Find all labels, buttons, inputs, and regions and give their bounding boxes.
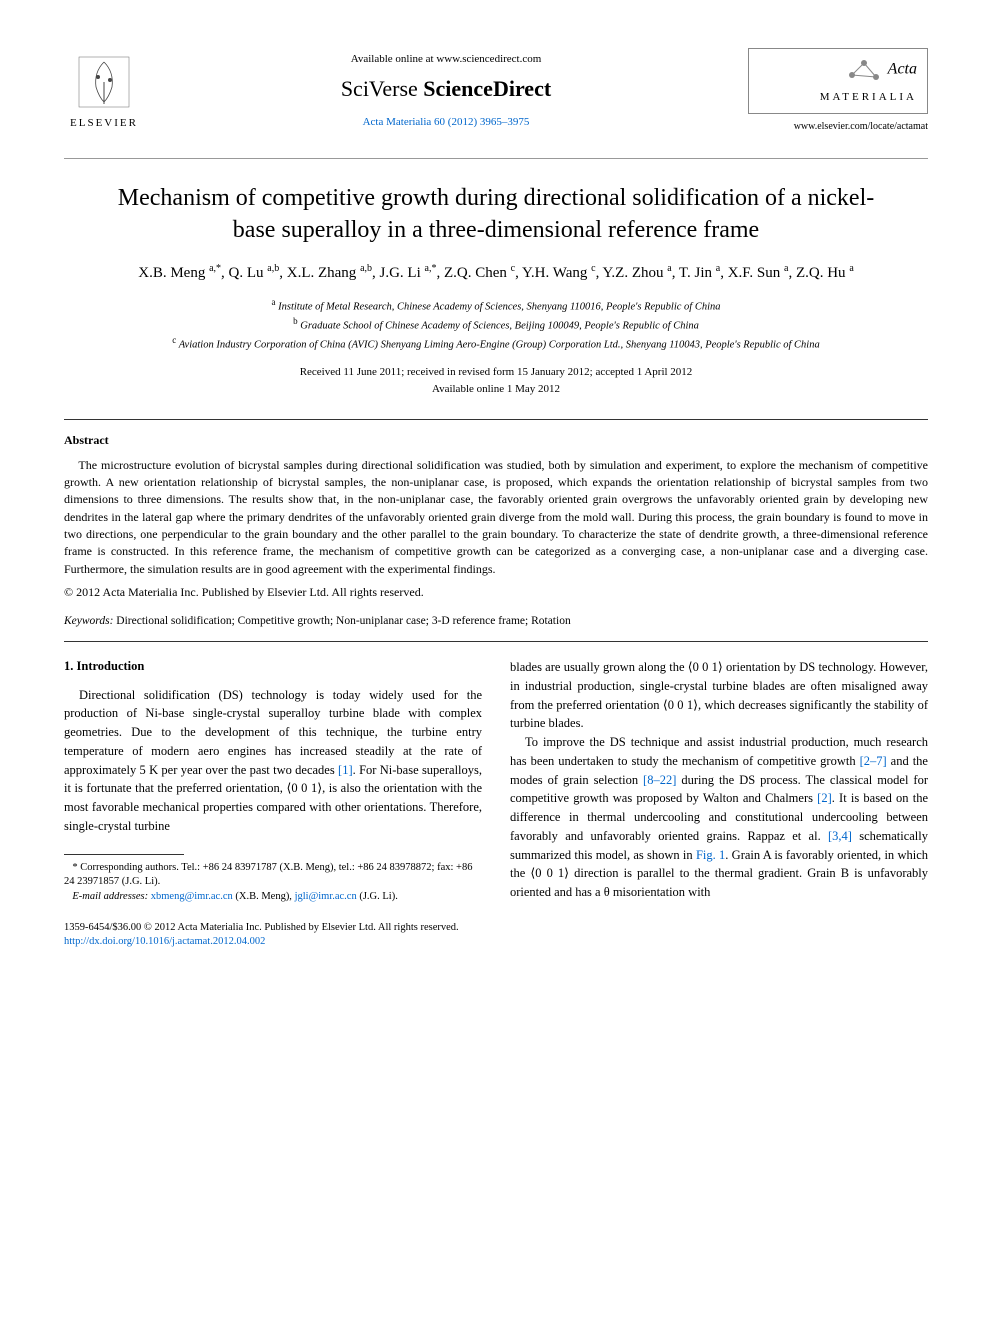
doi-link[interactable]: http://dx.doi.org/10.1016/j.actamat.2012… [64, 935, 928, 950]
online-date: Available online 1 May 2012 [64, 381, 928, 399]
affiliation-c: c Aviation Industry Corporation of China… [64, 334, 928, 353]
scidirect-prefix: SciVerse [341, 76, 423, 101]
email-2[interactable]: jgli@imr.ac.cn [295, 891, 357, 902]
bottom-line1: 1359-6454/$36.00 © 2012 Acta Materialia … [64, 921, 928, 936]
corresponding-author-note: * Corresponding authors. Tel.: +86 24 83… [64, 861, 482, 890]
sciencedirect-logo: SciVerse ScienceDirect [144, 74, 748, 105]
body-columns: 1. Introduction Directional solidificati… [64, 658, 928, 905]
abstract-copyright: © 2012 Acta Materialia Inc. Published by… [64, 584, 928, 601]
elsevier-label: ELSEVIER [64, 116, 144, 131]
acta-materialia-box: Acta MATERIALIA [748, 48, 928, 114]
bottom-copyright: 1359-6454/$36.00 © 2012 Acta Materialia … [64, 921, 928, 950]
elsevier-logo: ELSEVIER [64, 52, 144, 131]
acta-caps: MATERIALIA [820, 91, 917, 103]
affiliation-b: b Graduate School of Chinese Academy of … [64, 315, 928, 334]
affiliation-a: a Institute of Metal Research, Chinese A… [64, 296, 928, 315]
available-online-text: Available online at www.sciencedirect.co… [144, 52, 748, 67]
left-column: 1. Introduction Directional solidificati… [64, 658, 482, 905]
received-date: Received 11 June 2011; received in revis… [64, 364, 928, 382]
elsevier-tree-icon [74, 52, 134, 112]
intro-col2-p2: To improve the DS technique and assist i… [510, 733, 928, 902]
header-row: ELSEVIER Available online at www.science… [64, 48, 928, 134]
email-line: E-mail addresses: xbmeng@imr.ac.cn (X.B.… [64, 890, 482, 905]
abstract-heading: Abstract [64, 432, 928, 449]
abstract-text: The microstructure evolution of bicrysta… [64, 457, 928, 579]
keywords-label: Keywords: [64, 615, 113, 627]
right-column: blades are usually grown along the ⟨0 0 … [510, 658, 928, 905]
journal-logo-block: Acta MATERIALIA www.elsevier.com/locate/… [748, 48, 928, 134]
keywords-line: Keywords: Directional solidification; Co… [64, 613, 928, 629]
email-1[interactable]: xbmeng@imr.ac.cn [151, 891, 233, 902]
paper-title: Mechanism of competitive growth during d… [104, 183, 888, 245]
author-list: X.B. Meng a,*, Q. Lu a,b, X.L. Zhang a,b… [64, 262, 928, 284]
email-label: E-mail addresses: [72, 891, 148, 902]
footnote-separator [64, 854, 184, 855]
email-1-who: (X.B. Meng), [233, 891, 295, 902]
journal-url[interactable]: www.elsevier.com/locate/actamat [748, 120, 928, 134]
affiliations: a Institute of Metal Research, Chinese A… [64, 296, 928, 354]
keywords-text: Directional solidification; Competitive … [113, 615, 570, 627]
header-center: Available online at www.sciencedirect.co… [144, 52, 748, 130]
intro-col1-text: Directional solidification (DS) technolo… [64, 686, 482, 836]
scidirect-main: ScienceDirect [423, 76, 551, 101]
article-dates: Received 11 June 2011; received in revis… [64, 364, 928, 399]
acta-graphic-icon [844, 55, 884, 85]
intro-col2-p1: blades are usually grown along the ⟨0 0 … [510, 658, 928, 733]
acta-italic: Acta [888, 61, 917, 78]
header-rule [64, 158, 928, 159]
email-2-who: (J.G. Li). [357, 891, 398, 902]
journal-reference-link[interactable]: Acta Materialia 60 (2012) 3965–3975 [144, 115, 748, 130]
abstract-top-rule [64, 419, 928, 420]
intro-heading: 1. Introduction [64, 658, 482, 676]
abstract-bottom-rule [64, 641, 928, 642]
